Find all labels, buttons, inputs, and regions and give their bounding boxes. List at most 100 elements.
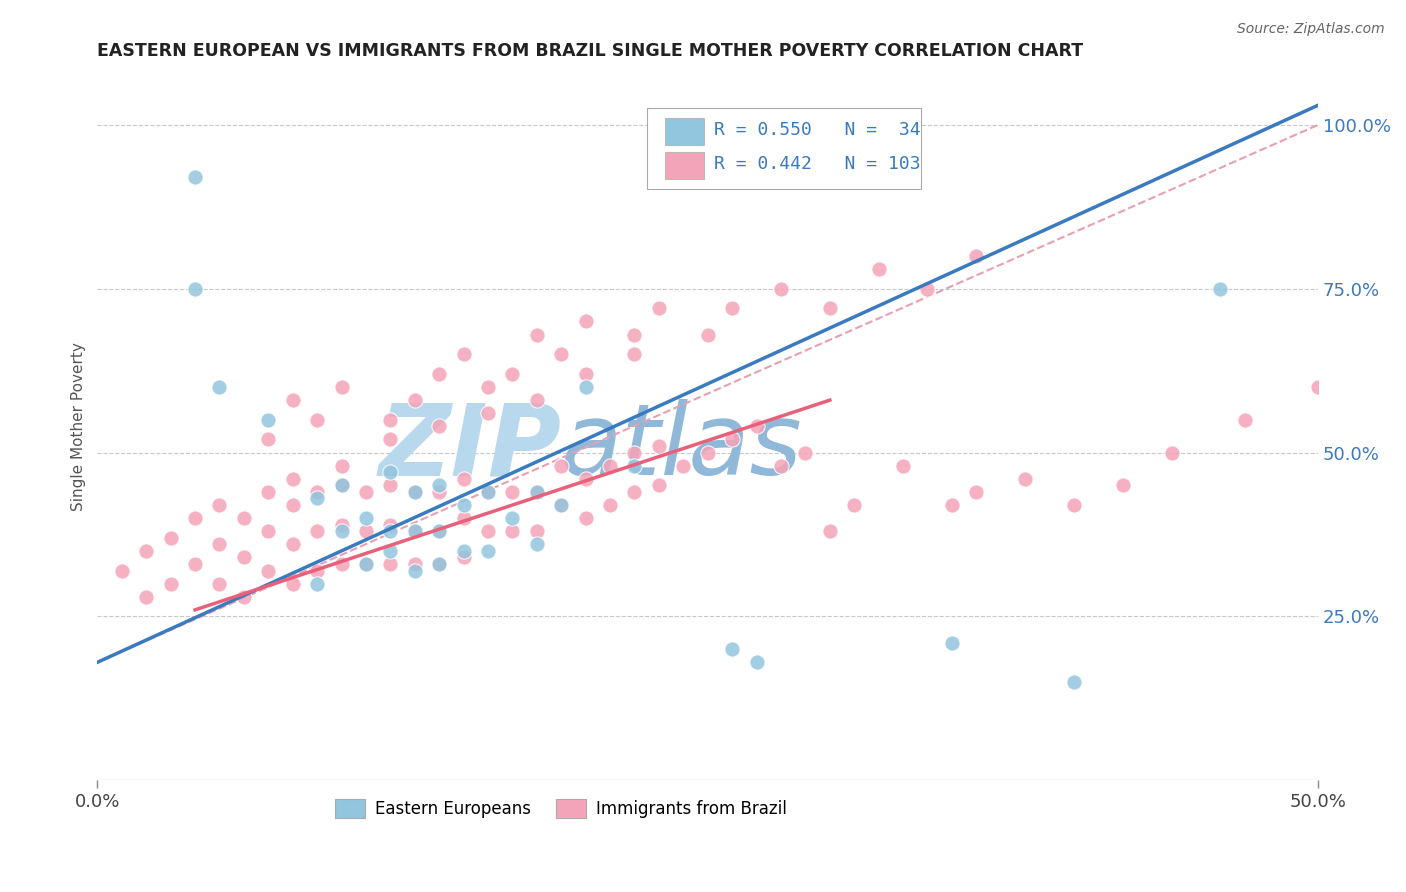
Text: EASTERN EUROPEAN VS IMMIGRANTS FROM BRAZIL SINGLE MOTHER POVERTY CORRELATION CHA: EASTERN EUROPEAN VS IMMIGRANTS FROM BRAZ… <box>97 42 1084 60</box>
Point <box>1063 498 1085 512</box>
Point <box>281 472 304 486</box>
Point <box>721 301 744 316</box>
Point <box>453 347 475 361</box>
Point <box>721 642 744 657</box>
Point <box>769 458 792 473</box>
Point <box>917 282 939 296</box>
Point <box>281 537 304 551</box>
Point <box>965 484 987 499</box>
Point <box>330 380 353 394</box>
Point <box>477 544 499 558</box>
Point <box>599 458 621 473</box>
Point <box>696 327 718 342</box>
Point <box>745 419 768 434</box>
Point <box>648 478 671 492</box>
Point <box>380 517 402 532</box>
Point <box>965 249 987 263</box>
Point <box>623 458 645 473</box>
Point <box>380 465 402 479</box>
Point <box>307 413 329 427</box>
Point <box>427 524 450 539</box>
Point <box>404 484 426 499</box>
Point <box>208 576 231 591</box>
Point <box>501 367 523 381</box>
Point <box>477 524 499 539</box>
Text: R = 0.550   N =  34: R = 0.550 N = 34 <box>714 120 921 139</box>
Point <box>307 491 329 506</box>
Point <box>453 550 475 565</box>
Point <box>818 524 841 539</box>
Point <box>623 484 645 499</box>
Point <box>307 524 329 539</box>
Point <box>330 524 353 539</box>
Point <box>307 576 329 591</box>
Point <box>330 458 353 473</box>
Point <box>477 484 499 499</box>
Text: Source: ZipAtlas.com: Source: ZipAtlas.com <box>1237 22 1385 37</box>
Point <box>427 484 450 499</box>
Point <box>281 498 304 512</box>
Point <box>427 367 450 381</box>
Point <box>891 458 914 473</box>
Point <box>941 635 963 649</box>
Point <box>404 557 426 571</box>
Point <box>526 484 548 499</box>
Point <box>769 282 792 296</box>
Point <box>404 564 426 578</box>
Point <box>184 557 207 571</box>
Point <box>526 524 548 539</box>
Point <box>427 557 450 571</box>
Point <box>184 282 207 296</box>
Point <box>354 557 377 571</box>
Point <box>1063 675 1085 690</box>
Point <box>232 550 254 565</box>
Point <box>526 484 548 499</box>
Point <box>330 557 353 571</box>
Point <box>501 484 523 499</box>
Point <box>453 511 475 525</box>
Point <box>380 433 402 447</box>
Point <box>257 564 280 578</box>
Point <box>330 478 353 492</box>
Point <box>575 367 598 381</box>
Point <box>404 393 426 408</box>
Point <box>623 327 645 342</box>
Point <box>380 413 402 427</box>
Point <box>575 314 598 328</box>
Point <box>550 347 572 361</box>
Point <box>1014 472 1036 486</box>
Point <box>427 419 450 434</box>
Point <box>794 445 817 459</box>
Point <box>208 537 231 551</box>
Point <box>135 590 157 604</box>
FancyBboxPatch shape <box>647 108 921 189</box>
Text: ZIP: ZIP <box>378 399 561 496</box>
Point <box>427 478 450 492</box>
Point <box>159 531 181 545</box>
FancyBboxPatch shape <box>665 119 704 145</box>
Point <box>623 445 645 459</box>
Point <box>721 433 744 447</box>
Point <box>184 511 207 525</box>
Point <box>281 576 304 591</box>
Point <box>1233 413 1256 427</box>
Point <box>281 393 304 408</box>
Point <box>526 537 548 551</box>
Point <box>575 472 598 486</box>
Point <box>184 170 207 185</box>
Point <box>208 498 231 512</box>
Point <box>354 557 377 571</box>
Point <box>135 544 157 558</box>
Point <box>526 327 548 342</box>
Point <box>380 524 402 539</box>
Point <box>330 478 353 492</box>
Point <box>257 484 280 499</box>
Point <box>330 517 353 532</box>
Point <box>1160 445 1182 459</box>
Point <box>550 498 572 512</box>
Point <box>307 564 329 578</box>
Point <box>1112 478 1135 492</box>
Point <box>477 406 499 420</box>
Point <box>844 498 866 512</box>
Point <box>380 544 402 558</box>
